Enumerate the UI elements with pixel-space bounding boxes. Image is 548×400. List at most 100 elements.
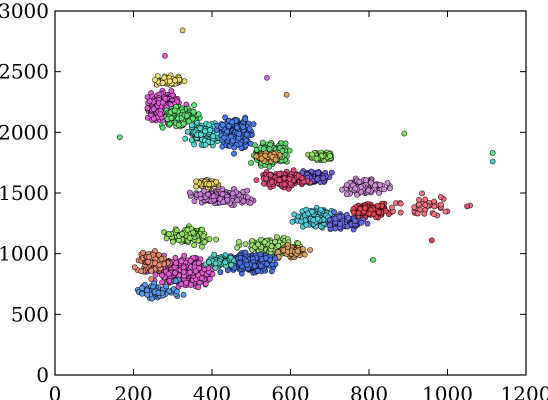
scatter-point (242, 116, 249, 123)
scatter-point (489, 158, 496, 165)
scatter-point (168, 88, 175, 94)
scatter-point (166, 78, 173, 85)
scatter-point (191, 141, 197, 148)
scatter-point (320, 175, 327, 182)
scatter-point (212, 260, 219, 267)
scatter-point (189, 122, 195, 128)
scatter-point (173, 260, 179, 266)
scatter-point (314, 176, 321, 182)
scatter-point (343, 182, 350, 188)
scatter-point (140, 249, 146, 256)
scatter-point (165, 231, 172, 238)
scatter-point (198, 243, 205, 250)
scatter-point (116, 134, 123, 141)
scatter-point (162, 95, 169, 102)
scatter-point (200, 233, 207, 240)
scatter-point (162, 53, 168, 59)
y-axis-ticks: 0 500 1000 1500 2000 2500 3000 (0, 0, 526, 387)
scatter-point (202, 142, 209, 148)
scatter-point (350, 209, 357, 216)
scatter-point (197, 131, 204, 138)
scatter-point (268, 243, 275, 250)
scatter-point (374, 202, 381, 209)
scatter-point (437, 194, 444, 200)
scatter-point (389, 204, 395, 211)
scatter-point (159, 80, 166, 86)
scatter-point (355, 210, 362, 217)
scatter-point (352, 218, 358, 224)
scatter-point (178, 281, 184, 288)
scatter-point (337, 221, 344, 227)
scatter-point (282, 140, 289, 147)
scatter-point (345, 215, 352, 221)
scatter-point (286, 176, 293, 182)
scatter-point (307, 247, 313, 253)
scatter-point (268, 268, 275, 275)
scatter-point (261, 239, 268, 246)
scatter-point (411, 204, 418, 211)
scatter-point (206, 236, 213, 242)
scatter-point (174, 288, 180, 295)
scatter-point (206, 181, 213, 188)
scatter-point (431, 211, 438, 218)
scatter-point (172, 278, 179, 284)
scatter-point (179, 231, 186, 237)
scatter-point (313, 155, 320, 162)
scatter-point (281, 175, 288, 182)
scatter-point (150, 106, 157, 112)
scatter-point (231, 150, 237, 157)
scatter-point (207, 127, 213, 133)
scatter-point (229, 190, 236, 197)
scatter-point (213, 178, 220, 185)
scatter-point (252, 142, 258, 149)
scatter-point (309, 208, 316, 215)
scatter-point (258, 155, 265, 162)
y-tick-label: 500 (11, 302, 49, 326)
scatter-point (310, 217, 317, 223)
scatter-point (381, 186, 388, 193)
scatter-point (442, 208, 449, 215)
scatter-point (201, 239, 208, 246)
scatter-point (248, 159, 254, 166)
scatter-point (210, 133, 217, 140)
scatter-point (414, 210, 421, 217)
x-tick-label: 0 (49, 382, 62, 400)
scatter-point (155, 251, 162, 258)
scatter-point (180, 269, 187, 276)
scatter-point (237, 260, 243, 266)
scatter-point (259, 139, 266, 146)
scatter-point (195, 260, 202, 266)
scatter-point (209, 271, 216, 278)
scatter-point (192, 268, 199, 275)
scatter-point (247, 200, 254, 206)
scatter-point (210, 193, 217, 200)
scatter-point (253, 177, 260, 184)
scatter-point (170, 238, 176, 245)
scatter-point (163, 283, 170, 290)
scatter-point (376, 209, 382, 216)
scatter-point (289, 218, 296, 225)
scatter-point (184, 128, 191, 135)
x-tick-label: 600 (271, 382, 309, 400)
scatter-point (401, 130, 408, 137)
scatter-point (157, 111, 164, 118)
y-tick-label: 1500 (0, 181, 49, 205)
scatter-point (155, 289, 162, 296)
scatter-point (152, 76, 158, 83)
scatter-point (377, 181, 383, 188)
scatter-point (186, 189, 193, 196)
scatter-point (189, 115, 196, 122)
scatter-point (489, 150, 496, 156)
x-tick-label: 200 (114, 382, 152, 400)
scatter-point (255, 241, 261, 248)
scatter-point (180, 121, 187, 127)
scatter-point (422, 202, 429, 208)
scatter-point (268, 179, 275, 185)
scatter-point (199, 226, 205, 233)
scatter-point (415, 201, 422, 208)
scatter-point (397, 200, 404, 207)
scatter-point (419, 190, 425, 197)
scatter-point (290, 167, 297, 173)
x-tick-label: 1200 (501, 382, 548, 400)
scatter-point (183, 279, 189, 286)
